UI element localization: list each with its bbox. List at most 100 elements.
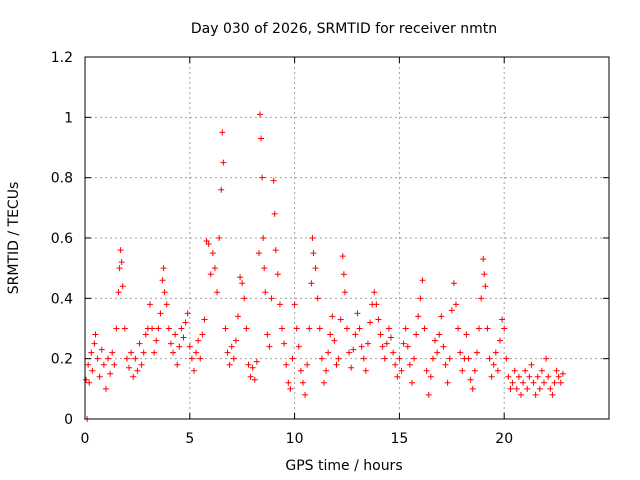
data-point — [260, 235, 267, 241]
data-point — [534, 373, 541, 380]
data-point — [316, 325, 323, 332]
data-point — [170, 349, 177, 356]
y-tick-label: 1.2 — [51, 50, 73, 66]
data-point — [83, 376, 90, 383]
x-tick-label: 10 — [286, 431, 304, 447]
data-point — [304, 361, 311, 368]
data-point — [167, 340, 174, 347]
data-point — [287, 385, 294, 392]
data-point — [253, 358, 260, 365]
data-point — [309, 235, 316, 241]
data-point — [337, 316, 344, 323]
data-point — [281, 340, 288, 347]
data-point — [530, 379, 537, 386]
data-point — [320, 379, 327, 386]
data-point — [429, 355, 436, 362]
y-tick-label: 0.8 — [51, 171, 73, 187]
data-point — [132, 355, 139, 362]
data-point — [259, 174, 266, 181]
data-point — [96, 373, 103, 380]
data-point — [308, 280, 315, 287]
data-point — [134, 367, 141, 374]
data-point — [247, 373, 254, 380]
data-point — [432, 337, 439, 344]
data-point — [228, 343, 235, 350]
data-point — [178, 325, 185, 332]
data-point — [102, 385, 109, 392]
data-point — [402, 325, 409, 332]
data-point — [258, 135, 265, 142]
data-point — [501, 325, 508, 332]
data-point — [557, 379, 564, 386]
data-point — [329, 313, 336, 320]
axis-ticks — [84, 56, 609, 420]
data-point — [291, 301, 298, 308]
data-point — [241, 295, 248, 302]
data-point — [207, 271, 214, 278]
data-point — [442, 361, 449, 368]
x-tick-label: 0 — [81, 431, 90, 447]
x-tick-label: 15 — [390, 431, 408, 447]
data-point — [524, 385, 531, 392]
data-point — [419, 277, 426, 284]
data-point — [492, 349, 499, 356]
data-point — [209, 250, 216, 257]
data-point — [271, 210, 278, 217]
data-point — [195, 337, 202, 344]
data-point — [545, 373, 552, 380]
data-point — [450, 280, 457, 287]
data-point — [484, 325, 491, 332]
data-point — [312, 265, 319, 272]
data-point — [371, 289, 378, 296]
data-point — [149, 325, 156, 332]
grid-lines — [85, 57, 609, 419]
data-point — [270, 177, 277, 184]
data-point — [153, 337, 160, 344]
data-point — [331, 337, 338, 344]
data-point — [555, 373, 562, 380]
data-point — [480, 256, 487, 263]
data-point — [358, 343, 365, 350]
data-point — [526, 373, 533, 380]
data-point — [543, 355, 550, 362]
data-point — [165, 325, 172, 332]
data-point — [293, 325, 300, 332]
data-point — [375, 316, 382, 323]
data-point — [239, 280, 246, 287]
data-point — [201, 316, 208, 323]
data-point — [257, 111, 264, 118]
data-point — [346, 349, 353, 356]
data-point — [547, 385, 554, 392]
data-point — [249, 364, 256, 371]
data-point — [455, 325, 462, 332]
data-point — [411, 355, 418, 362]
data-point — [494, 367, 501, 374]
data-point — [203, 238, 210, 245]
data-point — [417, 295, 424, 302]
data-point — [219, 129, 226, 136]
data-point — [356, 325, 363, 332]
data-point — [517, 391, 524, 398]
data-point — [511, 367, 518, 374]
y-tick-label: 0.4 — [51, 291, 73, 307]
data-point — [105, 355, 112, 362]
data-point — [190, 367, 197, 374]
data-point — [88, 349, 95, 356]
data-point — [163, 301, 170, 308]
data-point — [341, 289, 348, 296]
data-point — [467, 376, 474, 383]
data-point — [136, 340, 143, 347]
data-point — [268, 295, 275, 302]
data-point — [222, 325, 229, 332]
data-point — [490, 361, 497, 368]
data-point — [476, 325, 483, 332]
x-tick-label: 20 — [495, 431, 513, 447]
data-point — [415, 313, 422, 320]
data-point — [251, 376, 258, 383]
data-point — [142, 331, 149, 338]
data-point — [408, 379, 415, 386]
data-point — [354, 310, 361, 317]
data-point — [463, 331, 470, 338]
data-point — [325, 349, 332, 356]
